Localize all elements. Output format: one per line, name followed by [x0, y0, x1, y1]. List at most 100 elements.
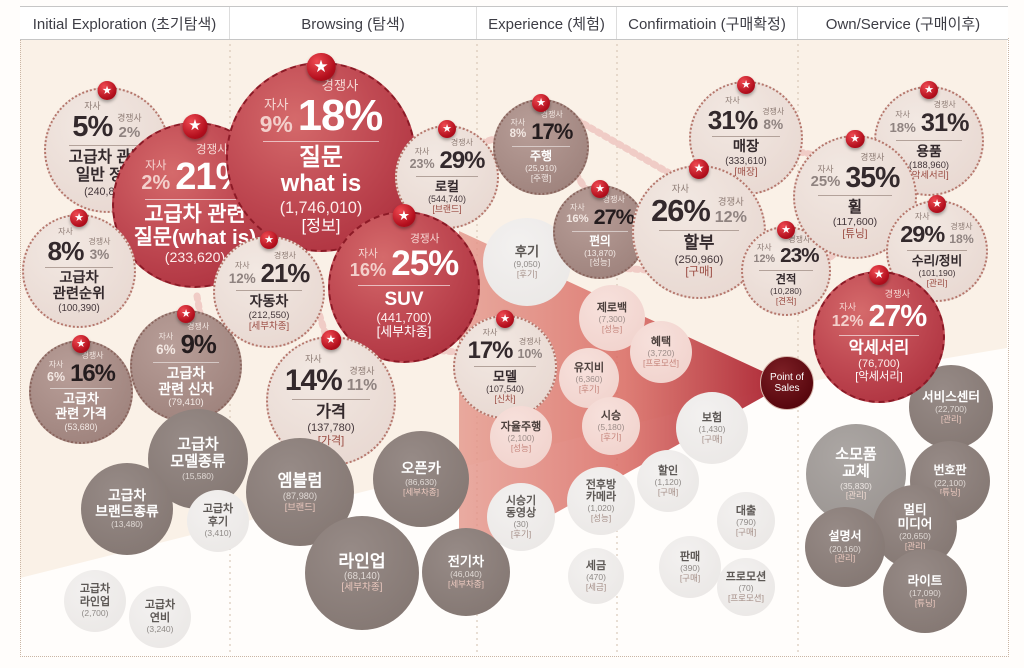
big-share-group: 경쟁사 9% [181, 323, 217, 359]
bubble-keyword: 견적 [775, 273, 797, 286]
bubble-keyword: 소모품 교체 [835, 446, 877, 480]
bubble-count: (137,780) [307, 422, 355, 435]
own-share-label: 자사 [756, 242, 772, 252]
bubble-count: (25,910) [525, 163, 557, 174]
bubble-luxury-fuel-economy: 고급차 연비 (3,240) [129, 586, 191, 648]
bubble-keyword: 전기차 [447, 553, 485, 569]
competitor-share-label: 경쟁사 [273, 250, 296, 260]
bubble-category: [악세서리] [855, 371, 903, 384]
own-share-label: 자사 [158, 332, 174, 342]
bubble-count: (3,720) [647, 348, 675, 359]
divider [144, 198, 246, 200]
big-share-group: 자사 5% [72, 102, 113, 142]
bubble-category: [프로모션] [642, 357, 679, 368]
bubble-light: 라이트 (17,090) [튜닝] [883, 549, 967, 633]
bubble-category: [후기] [516, 268, 538, 279]
bubble-luxury-lineup: 고급차 라인업 (2,700) [64, 570, 126, 632]
competitor-share-label: 경쟁사 [450, 137, 474, 147]
competitor-share-label: 경쟁사 [195, 142, 228, 156]
own-share-value: 9% [259, 111, 293, 138]
stage-header-browsing: Browsing (탐색) [230, 7, 477, 39]
bubble-category: [튜닝] [914, 597, 936, 608]
bubble-keyword: 오픈카 [401, 460, 441, 477]
own-share-label: 자사 [839, 301, 857, 312]
bubble-category: [세부차종] [447, 578, 484, 589]
bubble-luxury-brand-types: 고급차 브랜드종류 (13,480) [81, 463, 173, 555]
bubble-luxury-new-car: 자사 6% 경쟁사 9% 고급차 관련 신차 (79,410) ★ [130, 304, 242, 422]
bubble-electric-car: 전기차 (46,040) [세부차종] [422, 528, 510, 616]
star-badge-icon: ★ [869, 265, 889, 285]
competitor-share-value: 25% [391, 243, 459, 283]
bubble-lineup: 라인업 (68,140) [세부차종] [305, 516, 419, 630]
bubble-car: 자사 12% 경쟁사 21% 자동차 (212,550) [세부차종] ★ [213, 230, 325, 348]
bubble-count: (20,160) [829, 543, 861, 554]
small-share-group: 자사 6% [156, 333, 175, 358]
bubble-count: (390) [680, 563, 700, 574]
bubble-count: (79,410) [168, 397, 204, 409]
big-share-group: 자사 8% [48, 227, 85, 264]
bubble-category: [튜닝] [842, 228, 868, 241]
bubble-driving: 자사 8% 경쟁사 17% 주행 (25,910) [주행] ★ [493, 93, 589, 195]
bubble-category: [성능] [590, 512, 612, 523]
own-share-label: 자사 [671, 183, 690, 194]
star-badge-icon: ★ [777, 220, 795, 239]
star-badge-icon: ★ [70, 208, 88, 227]
bubble-keyword: 제로백 [596, 301, 628, 314]
bubble-count: (441,700) [376, 309, 432, 325]
bubble-category: [구매] [701, 433, 723, 444]
bubble-keyword: 엠블럼 [277, 472, 323, 491]
own-share-value: 8% [509, 128, 527, 141]
competitor-share-value: 11% [346, 377, 378, 395]
small-share-group: 자사 12% [832, 301, 864, 332]
bubble-keyword: 프로모션 [725, 570, 767, 583]
divider [358, 284, 450, 286]
star-badge-icon: ★ [97, 81, 117, 101]
bubble-count: (76,700) [858, 358, 900, 371]
own-share-value: 31% [707, 105, 758, 136]
star-badge-icon: ★ [532, 93, 550, 112]
bubble-count: (17,090) [909, 588, 941, 599]
bubble-keyword: 용품 [916, 143, 942, 159]
bubble-count: (22,700) [935, 404, 967, 415]
bubble-count: (1,120) [654, 477, 682, 488]
bubble-sale: 판매 (390) [구매] [659, 536, 721, 598]
competitor-share-value: 8% [763, 116, 784, 132]
bubble-keyword: 모델 [493, 368, 517, 384]
big-share-group: 경쟁사 35% [845, 153, 900, 192]
competitor-share-label: 경쟁사 [349, 366, 375, 377]
competitor-share-label: 경쟁사 [602, 195, 625, 205]
bubble-keyword: 라인업 [338, 552, 386, 572]
bubble-keyword: 시승기 동영상 [505, 494, 537, 519]
bubble-category: [구매] [735, 526, 757, 537]
competitor-share-label: 경쟁사 [540, 109, 563, 119]
bubble-keyword: 할부 [683, 232, 715, 252]
share-row: 자사 8% 경쟁사 17% [509, 109, 574, 143]
competitor-share-label: 경쟁사 [762, 106, 785, 116]
share-row: 자사 8% 경쟁사 3% [48, 227, 111, 264]
own-share-value: 16% [349, 259, 387, 281]
bubble-count: (212,550) [248, 310, 290, 322]
bubble-keyword: 질문 what is [280, 143, 362, 198]
divider [759, 269, 813, 271]
small-share-group: 자사 25% [811, 164, 841, 193]
own-share-value: 26% [651, 193, 711, 229]
competitor-share-label: 경쟁사 [81, 350, 104, 360]
bubble-keyword: 고급차 연비 [144, 599, 176, 624]
bubble-count: (35,830) [840, 480, 872, 491]
bubble-count: (100,390) [58, 302, 100, 314]
stage-header-experience: Experience (체험) [477, 7, 617, 39]
bubble-count: (9,050) [513, 259, 541, 270]
bubble-keyword: 후기 [514, 243, 540, 259]
bubble-count: (1,430) [698, 424, 726, 435]
bubble-test-drive: 시승 (5,180) [후기] [582, 397, 640, 455]
big-share-group: 자사 26% [651, 183, 711, 229]
bubble-category: [관리] [834, 553, 856, 564]
bubble-keyword: 로컬 [435, 178, 459, 194]
own-share-value: 2% [141, 171, 171, 194]
bubble-keyword: 유지비 [573, 361, 605, 374]
share-row: 자사 17% 경쟁사 10% [468, 328, 543, 363]
big-share-group: 자사 14% [285, 354, 343, 396]
bubble-keyword: 혜택 [650, 335, 672, 348]
share-row: 자사 25% 경쟁사 35% [811, 153, 901, 193]
share-row: 자사 16% 경쟁사 25% [349, 234, 459, 283]
